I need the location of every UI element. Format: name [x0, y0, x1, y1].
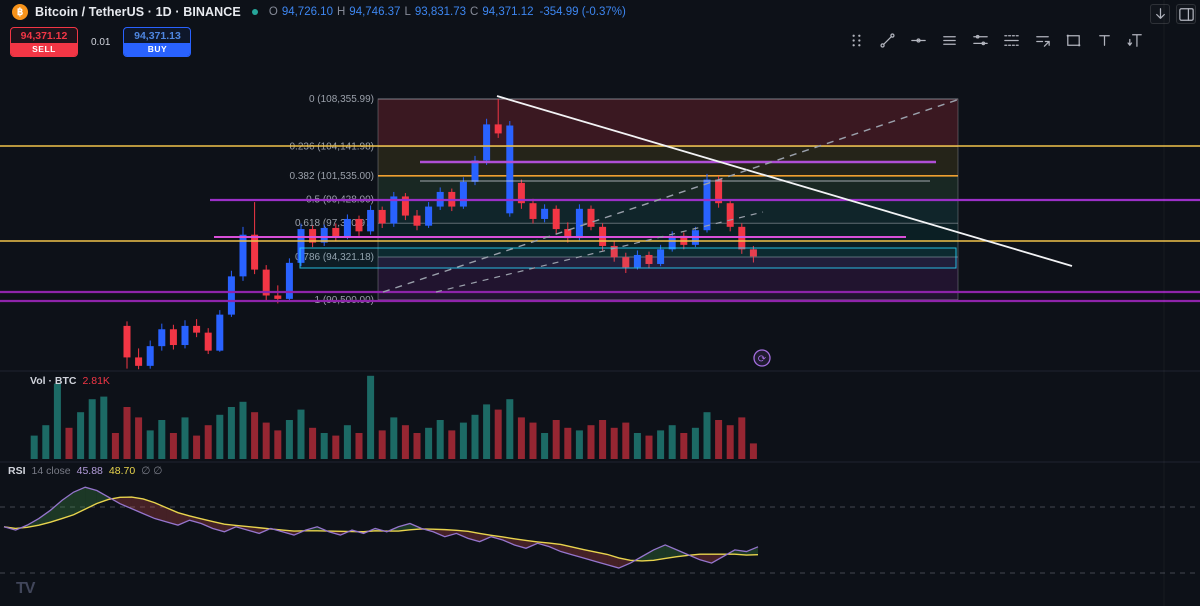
svg-text:⟳: ⟳ — [758, 354, 767, 365]
sell-price: 94,371.12 — [20, 30, 68, 42]
low-value: 93,831.73 — [414, 6, 467, 18]
cyan-zone-box[interactable] — [299, 247, 957, 269]
symbol-header: ฿ Bitcoin / TetherUS · 1D · BINANCE O 94… — [0, 0, 1200, 24]
volume-title: Vol · BTC — [30, 375, 77, 387]
tradingview-logo[interactable]: TV — [16, 580, 35, 597]
fib-label: 0.382 (101,535.00) — [289, 171, 374, 182]
bitcoin-icon: ฿ — [12, 4, 28, 20]
text-tool[interactable] — [1093, 28, 1116, 52]
rectangle-tool[interactable] — [1062, 28, 1085, 52]
symbol-title[interactable]: Bitcoin / TetherUS · 1D · BINANCE — [35, 5, 241, 19]
horizontal-line-tool[interactable] — [907, 28, 930, 52]
candlestick-series — [123, 98, 757, 370]
rsi-ma-line — [3, 496, 759, 562]
fib-label: 0.236 (104,141.98) — [289, 141, 374, 152]
rsi-line — [3, 486, 759, 569]
rsi-value: 45.88 — [76, 465, 103, 477]
rsi-extra: ∅ ∅ — [141, 465, 163, 477]
volume-series — [30, 375, 757, 459]
high-label: H — [336, 6, 346, 18]
ascending-dashed-trendline[interactable] — [382, 99, 958, 293]
sell-button[interactable]: 94,371.12 SELL — [10, 27, 78, 57]
order-widget: 94,371.12 SELL 0.01 94,371.13 BUY — [10, 27, 192, 57]
trend-line-tool[interactable] — [876, 28, 899, 52]
pitchfork-tool[interactable] — [1031, 28, 1054, 52]
buy-price: 94,371.13 — [134, 30, 181, 42]
close-value: 94,371.12 — [482, 6, 534, 18]
buy-label: BUY — [124, 43, 191, 56]
open-value: 94,726.10 — [281, 6, 333, 18]
anchored-text-tool[interactable] — [1124, 28, 1147, 52]
fib-label: 0.618 (97,320.97) — [295, 218, 374, 229]
spread-value: 0.01 — [91, 36, 111, 48]
rsi-legend[interactable]: RSI 14 close 45.88 48.70 ∅ ∅ — [8, 465, 162, 477]
buy-button[interactable]: 94,371.13 BUY — [123, 27, 192, 57]
close-label: C — [470, 6, 479, 18]
header-right-icons — [1150, 4, 1196, 24]
regression-trend-tool[interactable] — [1000, 28, 1023, 52]
change-value: -354.99 (-0.37%) — [539, 6, 626, 18]
high-value: 94,746.37 — [349, 6, 401, 18]
volume-legend[interactable]: Vol · BTC 2.81K — [30, 375, 110, 387]
ohlc-readout: O 94,726.10 H 94,746.37 L 93,831.73 C 94… — [269, 6, 626, 18]
rsi-params: 14 close — [31, 465, 71, 477]
market-open-dot — [251, 9, 258, 15]
rsi-indicator — [0, 486, 1200, 574]
price-range-tool[interactable] — [938, 28, 961, 52]
fib-label: 0.786 (94,321.18) — [295, 252, 374, 263]
volume-value: 2.81K — [82, 375, 110, 387]
open-label: O — [268, 6, 278, 18]
sell-label: SELL — [11, 43, 77, 56]
arrow-down-icon[interactable] — [1150, 4, 1170, 24]
panel-icon[interactable] — [1176, 4, 1196, 24]
secondary-dashed-trendline[interactable] — [435, 211, 764, 293]
event-marker-icon[interactable]: ⟳ — [753, 349, 771, 367]
drawing-favorites-toolbar — [845, 28, 1147, 52]
drag-handle[interactable] — [845, 28, 868, 52]
fib-label: 0 (108,355.99) — [309, 94, 374, 105]
low-label: L — [404, 6, 411, 18]
parallel-channel-tool[interactable] — [969, 28, 992, 52]
rsi-ma-value: 48.70 — [108, 465, 136, 477]
descending-white-trendline[interactable] — [496, 95, 1073, 267]
rsi-title: RSI — [8, 465, 26, 477]
